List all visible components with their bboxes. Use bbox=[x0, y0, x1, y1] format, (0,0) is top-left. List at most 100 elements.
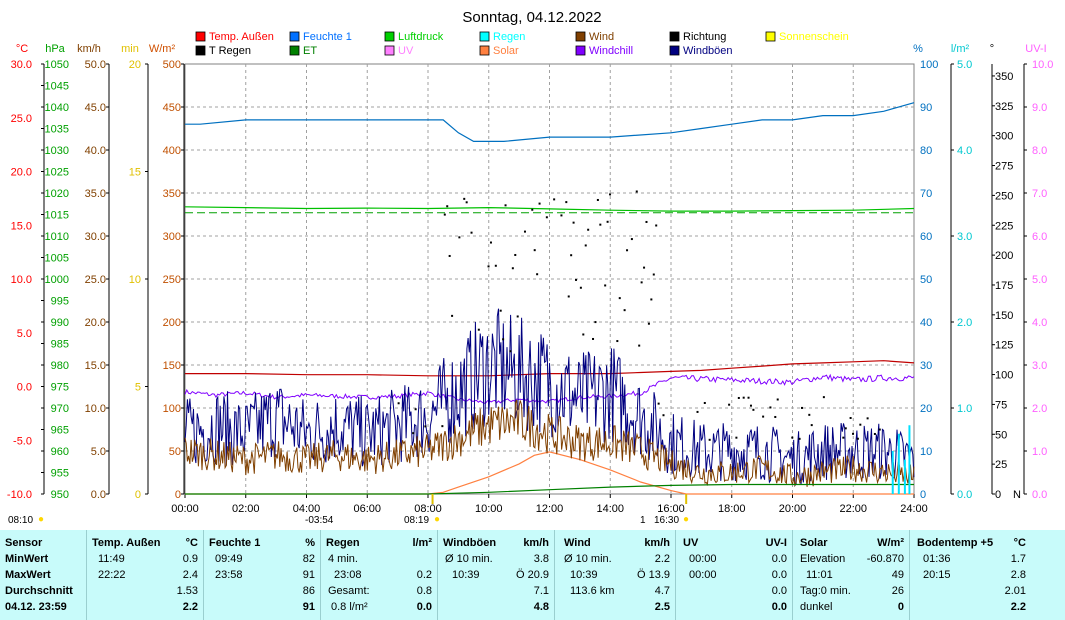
weather-chart: Sonntag, 04.12.2022 00:00 02:00 04:00 06:00 0… bbox=[7, 9, 1054, 526]
wind-tick-label: 5.0 bbox=[91, 446, 106, 458]
direction-point bbox=[849, 416, 852, 419]
solar-r2-val: 49 bbox=[891, 569, 904, 581]
wind-axis-label: km/h bbox=[77, 43, 101, 55]
direction-point bbox=[494, 264, 497, 267]
legend-label: Richtung bbox=[683, 31, 726, 43]
direction-point bbox=[747, 396, 750, 399]
direction-point bbox=[652, 273, 655, 276]
soil-max: 2.8 bbox=[1010, 569, 1026, 581]
uv-r3-val: 0.0 bbox=[771, 585, 787, 597]
x-tick-label: 10:00 bbox=[475, 503, 503, 515]
solar-tick-label: 350 bbox=[163, 188, 181, 200]
legend-label: Luftdruck bbox=[398, 31, 444, 43]
direction-point bbox=[463, 197, 466, 200]
solar-tick-label: 500 bbox=[163, 59, 181, 71]
direction-point bbox=[856, 437, 859, 440]
direction-point bbox=[735, 436, 738, 439]
direction-point bbox=[587, 228, 590, 231]
direction-point bbox=[514, 253, 517, 256]
gusts-r2-val: Ö 20.9 bbox=[515, 569, 549, 581]
wind-r1-val: 2.2 bbox=[654, 553, 670, 565]
direction-point bbox=[609, 193, 612, 196]
temp-tick-label: 5.0 bbox=[17, 328, 32, 340]
rain-tick-label: 1.0 bbox=[957, 403, 972, 415]
rain-tick-label: 0.0 bbox=[957, 489, 972, 501]
pressure-tick-label: 965 bbox=[51, 425, 69, 437]
direction-point bbox=[570, 254, 573, 257]
humidity-avg: 86 bbox=[302, 585, 315, 597]
solar-r1-label: Elevation bbox=[800, 553, 846, 565]
legend-swatch bbox=[669, 45, 680, 56]
direction-tick-label: 350 bbox=[995, 71, 1013, 83]
direction-point bbox=[477, 328, 480, 331]
direction-point bbox=[791, 436, 794, 439]
rain-tick-label: 4.0 bbox=[957, 145, 972, 157]
pressure-tick-label: 1010 bbox=[45, 231, 69, 243]
direction-point bbox=[650, 298, 653, 301]
humidity-tick-label: 40 bbox=[920, 317, 932, 329]
soil-column: Bodentemp +5 °C 01:36 1.7 20:15 2.8 2.01… bbox=[909, 530, 1026, 620]
soil-avg: 2.01 bbox=[1004, 585, 1026, 597]
legend-label: Sonnenschein bbox=[779, 31, 849, 43]
sun-icon: ● bbox=[434, 514, 440, 525]
direction-point bbox=[443, 213, 446, 216]
direction-point bbox=[560, 214, 563, 217]
direction-point bbox=[448, 254, 451, 257]
humidity-axis-label: % bbox=[913, 43, 923, 55]
humidity-tick-label: 20 bbox=[920, 403, 932, 415]
direction-point bbox=[470, 231, 473, 234]
direction-point bbox=[579, 286, 582, 289]
sunshine-axis-label: min bbox=[121, 43, 139, 55]
gusts-r1-val: 3.8 bbox=[533, 553, 549, 565]
uv-tick-label: 10.0 bbox=[1032, 59, 1053, 71]
sensor-header: Sensor bbox=[5, 537, 43, 549]
rain-r2-val: 0.2 bbox=[416, 569, 432, 581]
legend-swatch bbox=[669, 31, 680, 42]
sunrise-label: 08:10 bbox=[8, 515, 33, 526]
humidity-tick-label: 60 bbox=[920, 231, 932, 243]
solar-current: 0 bbox=[897, 601, 904, 613]
solar-tick-label: 200 bbox=[163, 317, 181, 329]
direction-point bbox=[657, 402, 660, 405]
wind-unit: km/h bbox=[644, 537, 670, 549]
uv-current: 0.0 bbox=[771, 601, 787, 613]
direction-tick-label: 200 bbox=[995, 250, 1013, 262]
direction-point bbox=[643, 266, 646, 269]
legend-swatch bbox=[575, 31, 586, 42]
direction-point bbox=[565, 201, 568, 204]
time-819-label: 08:19 bbox=[404, 515, 429, 526]
direction-point bbox=[502, 338, 505, 341]
direction-point bbox=[742, 396, 745, 399]
row-label-avg: Durchschnitt bbox=[5, 585, 73, 597]
soil-min-time: 01:36 bbox=[923, 553, 951, 565]
direction-point bbox=[504, 204, 507, 207]
soil-current: 2.2 bbox=[1010, 601, 1026, 613]
rain-axis-label: l/m² bbox=[951, 43, 970, 55]
direction-point bbox=[523, 230, 526, 233]
sunset-label: 16:30 bbox=[654, 515, 679, 526]
temp-min-time: 11:49 bbox=[98, 553, 125, 565]
wind-tick-label: 50.0 bbox=[85, 59, 106, 71]
rain-r2-label: 23:08 bbox=[334, 569, 362, 581]
wind-current: 2.5 bbox=[654, 601, 670, 613]
direction-point bbox=[446, 205, 449, 208]
direction-tick-label: 25 bbox=[995, 459, 1007, 471]
direction-point bbox=[798, 437, 801, 440]
humidity-tick-label: 100 bbox=[920, 59, 938, 71]
pressure-tick-label: 980 bbox=[51, 360, 69, 372]
rain-unit: l/m² bbox=[412, 537, 432, 549]
direction-tick-label: 175 bbox=[995, 280, 1013, 292]
direction-point bbox=[441, 425, 444, 428]
rain-r3-val: 0.8 bbox=[416, 585, 432, 597]
solar-r3-label: Tag:0 min. bbox=[800, 585, 851, 597]
direction-tick-label: 300 bbox=[995, 131, 1013, 143]
direction-point bbox=[531, 208, 534, 211]
uv-header: UV bbox=[683, 537, 699, 549]
direction-point bbox=[866, 417, 869, 420]
sunshine-tick-label: 10 bbox=[129, 274, 141, 286]
direction-point bbox=[596, 198, 599, 201]
wind-tick-label: 20.0 bbox=[85, 317, 106, 329]
direction-point bbox=[810, 424, 813, 427]
pressure-tick-label: 975 bbox=[51, 382, 69, 394]
series-windb-en bbox=[184, 308, 915, 488]
